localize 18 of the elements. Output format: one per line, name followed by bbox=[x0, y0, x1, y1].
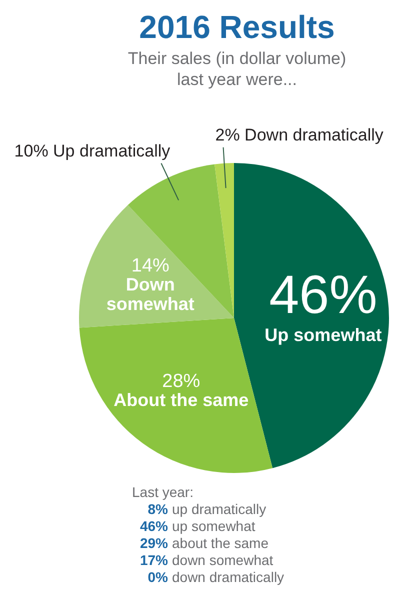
pie-slice bbox=[214, 163, 234, 318]
text: 17% down somewhat bbox=[140, 552, 274, 568]
slice-label: 2% Down dramatically bbox=[215, 125, 384, 144]
slice-label: 10% Up dramatically bbox=[14, 141, 171, 160]
slice-label: About the same bbox=[114, 390, 249, 410]
text: Last year: bbox=[132, 484, 194, 500]
text: 0% down dramatically bbox=[148, 569, 284, 585]
text: 29% about the same bbox=[140, 535, 269, 551]
text: 8% up dramatically bbox=[148, 501, 266, 517]
data-label: 14% bbox=[131, 255, 170, 276]
slice-label: Up somewhat bbox=[264, 324, 382, 345]
data-label: 28% bbox=[162, 371, 200, 392]
data-label: 46% bbox=[269, 265, 378, 326]
chart-title: 2016 Results bbox=[139, 9, 335, 45]
text: 46% up somewhat bbox=[140, 518, 256, 534]
chart-subtitle: Their sales (in dollar volume) last year were... bbox=[128, 49, 346, 89]
pie-slice bbox=[79, 205, 234, 328]
slice-label: Down somewhat bbox=[106, 274, 194, 314]
